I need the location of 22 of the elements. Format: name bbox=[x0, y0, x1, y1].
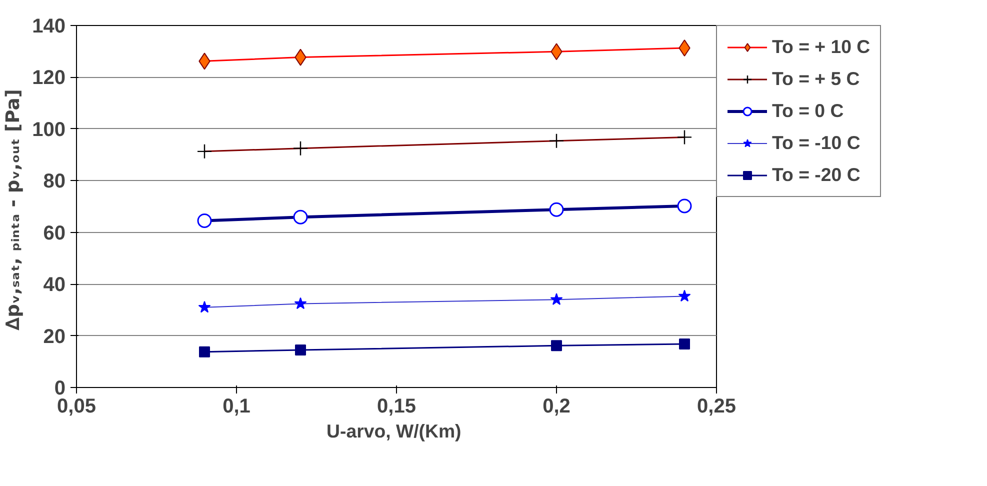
x-tick-label: 0,2 bbox=[542, 396, 570, 418]
legend-label: To = 0 C bbox=[772, 100, 844, 122]
legend-label: To = -10 C bbox=[772, 132, 860, 154]
point bbox=[551, 340, 562, 352]
y-tick-label: 40 bbox=[43, 274, 66, 296]
y-axis-title: ∆pᵥ,ₛₐₜ, ₚᵢₙₜₐ - pᵥ,ₒᵤₜ [Pa] bbox=[3, 89, 24, 330]
point bbox=[295, 344, 306, 356]
legend-label: To = -20 C bbox=[772, 164, 860, 186]
y-tick-label: 20 bbox=[43, 326, 66, 348]
y-tick-label: 140 bbox=[32, 16, 66, 38]
point bbox=[679, 338, 690, 350]
y-tick-label: 120 bbox=[32, 67, 66, 90]
legend-label: To = + 10 C bbox=[772, 36, 870, 58]
x-tick-label: 0,1 bbox=[222, 396, 250, 418]
y-tick-label: 80 bbox=[43, 170, 66, 193]
x-tick-label: 0,15 bbox=[377, 396, 416, 418]
x-axis-title: U-arvo, W/(Km) bbox=[326, 420, 462, 442]
y-tick-label: 60 bbox=[43, 222, 66, 244]
point bbox=[199, 346, 210, 358]
legend-label: To = + 5 C bbox=[772, 68, 860, 90]
x-tick-label: 0,25 bbox=[697, 396, 736, 418]
y-tick-label: 100 bbox=[32, 118, 66, 141]
